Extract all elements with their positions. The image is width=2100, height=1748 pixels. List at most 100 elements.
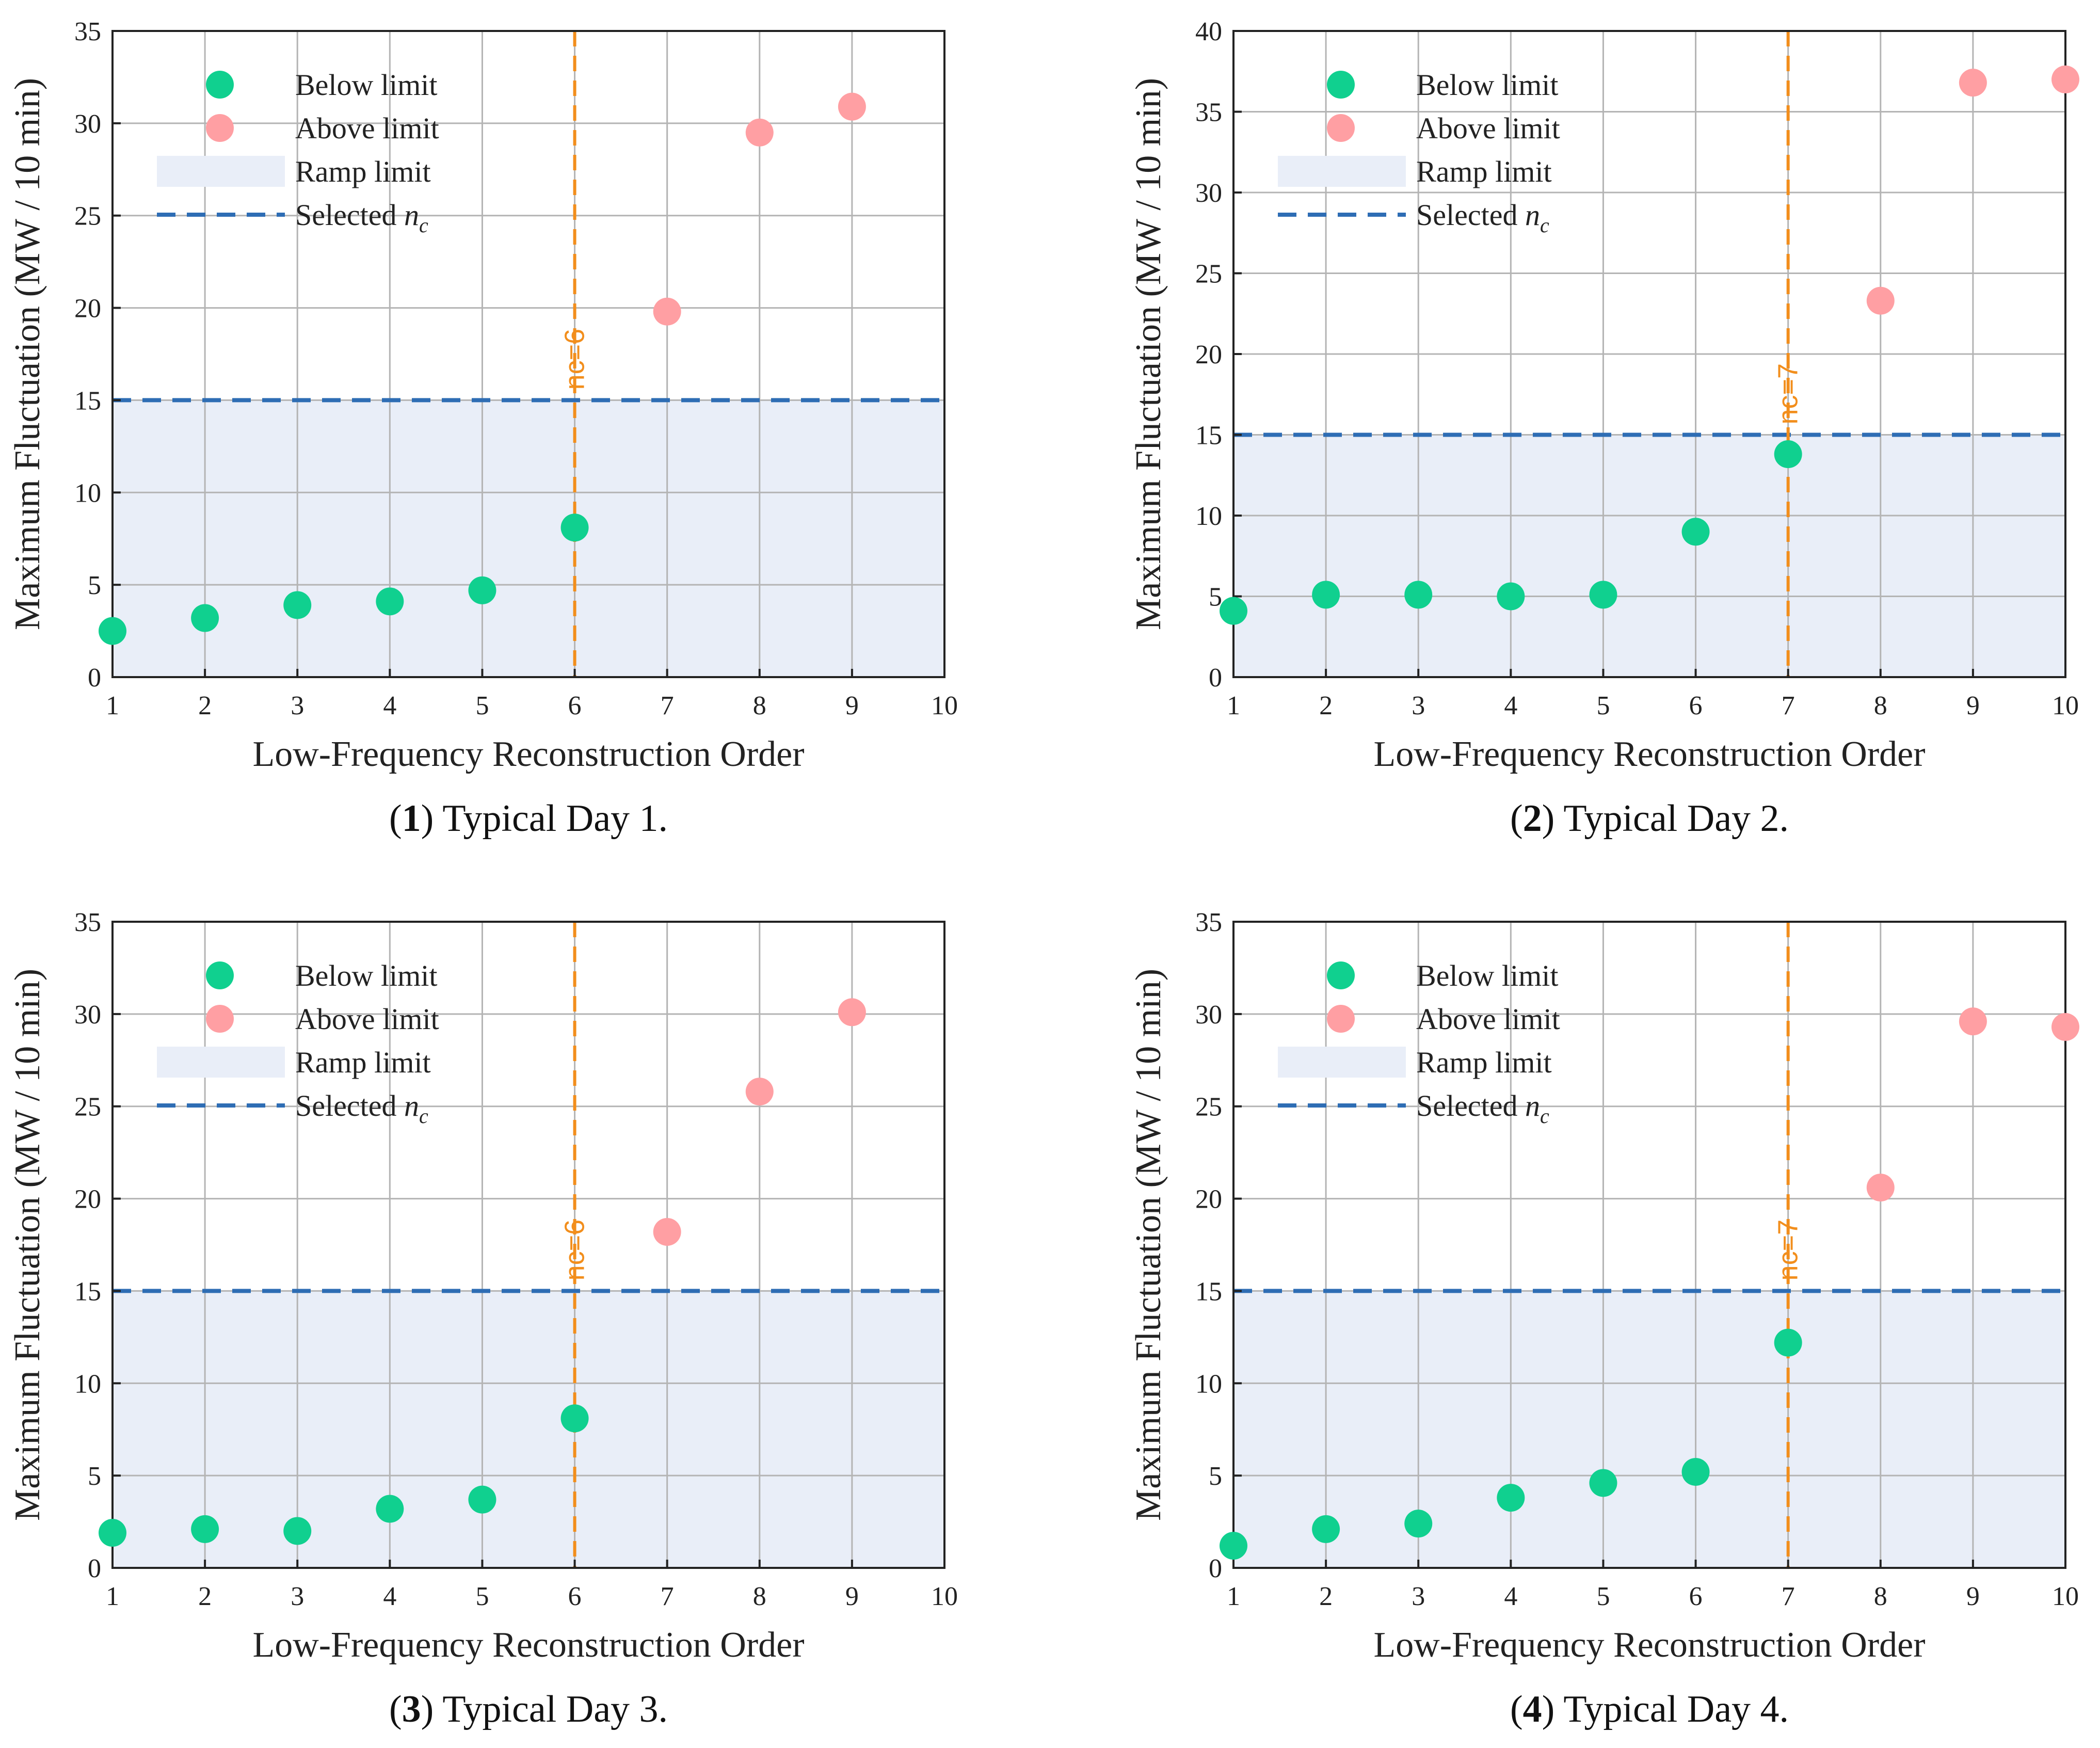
x-tick-label: 6 bbox=[1689, 1582, 1703, 1611]
point-below-limit bbox=[1497, 1484, 1525, 1512]
panel-caption: (2) Typical Day 2. bbox=[1510, 797, 1789, 840]
x-tick-label: 3 bbox=[1412, 691, 1425, 720]
x-axis-label: Low-Frequency Reconstruction Order bbox=[252, 734, 804, 774]
y-tick-label: 15 bbox=[74, 386, 101, 415]
x-tick-label: 8 bbox=[753, 691, 766, 720]
x-axis-label: Low-Frequency Reconstruction Order bbox=[1373, 1625, 1925, 1665]
y-tick-label: 5 bbox=[88, 1462, 101, 1491]
legend-above-label: Above limit bbox=[295, 1002, 439, 1036]
y-tick-label: 30 bbox=[1195, 1000, 1222, 1030]
caption-close-paren: ) bbox=[421, 1688, 434, 1730]
legend-below-marker bbox=[1327, 71, 1355, 99]
point-above-limit bbox=[2051, 1013, 2079, 1041]
ramp-limit-region bbox=[113, 400, 944, 677]
panel-caption: (4) Typical Day 4. bbox=[1510, 1688, 1789, 1730]
selected-nc-label: nc=6 bbox=[559, 1220, 590, 1281]
legend-below-label: Below limit bbox=[295, 68, 438, 102]
ramp-limit-region bbox=[113, 1291, 944, 1568]
y-axis-label: Maximum Fluctuation (MW / 10 min) bbox=[8, 78, 47, 630]
legend-selected-subscript: c bbox=[419, 214, 428, 237]
x-tick-label: 2 bbox=[198, 691, 212, 720]
caption-open-paren: ( bbox=[389, 1688, 402, 1730]
x-tick-label: 5 bbox=[475, 691, 489, 720]
y-tick-label: 0 bbox=[1209, 663, 1222, 693]
legend-selected-symbol: n bbox=[404, 1089, 419, 1122]
x-tick-label: 9 bbox=[845, 1582, 859, 1611]
ramp-limit-region bbox=[1233, 435, 2065, 677]
ramp-limit-region bbox=[1233, 1291, 2065, 1568]
point-above-limit bbox=[838, 92, 866, 121]
x-tick-label: 8 bbox=[1874, 1582, 1887, 1611]
legend-ramp-swatch bbox=[157, 1047, 285, 1078]
x-tick-label: 4 bbox=[383, 691, 396, 720]
chart-panel-4: nc=7 1 2 3 4 5 6 7 8 9 10 0 5 10 15 20 25 30 35 Low-Frequen… bbox=[1129, 908, 2079, 1730]
caption-number: 1 bbox=[402, 797, 421, 840]
y-tick-label: 30 bbox=[74, 1000, 101, 1030]
legend-selected-subscript: c bbox=[1540, 1104, 1549, 1128]
y-tick-label: 15 bbox=[74, 1277, 101, 1306]
plot-frame bbox=[1232, 921, 2066, 1569]
point-below-limit bbox=[1312, 581, 1340, 609]
legend-selected-label: Selected nc bbox=[1416, 198, 1549, 237]
y-tick-label: 20 bbox=[1195, 1185, 1222, 1214]
caption-open-paren: ( bbox=[389, 797, 402, 840]
plot-frame bbox=[111, 921, 945, 1569]
y-tick-label: 35 bbox=[1195, 98, 1222, 127]
point-above-limit bbox=[1959, 1007, 1987, 1036]
legend-above-marker bbox=[206, 114, 234, 142]
y-tick-label: 10 bbox=[74, 1369, 101, 1399]
point-above-limit bbox=[1866, 286, 1895, 315]
x-tick-label: 2 bbox=[198, 1582, 212, 1611]
point-below-limit bbox=[1404, 581, 1433, 609]
y-tick-label: 25 bbox=[1195, 260, 1222, 289]
y-tick-label: 0 bbox=[1209, 1554, 1222, 1583]
point-below-limit bbox=[283, 1517, 312, 1545]
y-axis-label: Maximum Fluctuation (MW / 10 min) bbox=[8, 969, 47, 1521]
legend-ramp-label: Ramp limit bbox=[295, 1046, 431, 1079]
legend-below-marker bbox=[206, 961, 234, 989]
chart-panel-2: nc=7 1 2 3 4 5 6 7 8 9 10 0 5 10 15 20 25 30 35 40 Low-Frequ… bbox=[1129, 17, 2079, 840]
selected-nc-label: nc=7 bbox=[1773, 363, 1804, 425]
x-tick-label: 10 bbox=[2052, 1582, 2079, 1611]
point-below-limit bbox=[191, 604, 219, 632]
x-tick-label: 4 bbox=[1504, 1582, 1517, 1611]
x-tick-label: 1 bbox=[106, 691, 119, 720]
y-tick-label: 20 bbox=[1195, 340, 1222, 370]
y-tick-label: 20 bbox=[74, 294, 101, 324]
point-above-limit bbox=[745, 1078, 774, 1106]
point-above-limit bbox=[2051, 65, 2079, 93]
y-tick-label: 20 bbox=[74, 1185, 101, 1214]
x-tick-label: 10 bbox=[931, 1582, 958, 1611]
legend-selected-label: Selected nc bbox=[1416, 1089, 1549, 1128]
legend-selected-subscript: c bbox=[1540, 214, 1549, 237]
legend-selected-subscript: c bbox=[419, 1104, 428, 1128]
legend-ramp-label: Ramp limit bbox=[1416, 1046, 1552, 1079]
y-tick-label: 25 bbox=[1195, 1093, 1222, 1122]
point-above-limit bbox=[838, 998, 866, 1027]
caption-text: Typical Day 1. bbox=[434, 797, 668, 840]
point-below-limit bbox=[1220, 1532, 1247, 1560]
x-tick-label: 7 bbox=[1782, 691, 1795, 720]
legend-above-label: Above limit bbox=[1416, 111, 1560, 145]
caption-close-paren: ) bbox=[421, 797, 434, 840]
x-tick-label: 1 bbox=[106, 1582, 119, 1611]
x-axis-label: Low-Frequency Reconstruction Order bbox=[1373, 734, 1925, 774]
chart-panel-1: nc=6 1 2 3 4 5 6 7 8 9 10 0 5 10 15 20 25 30 35 Low-Frequen… bbox=[8, 17, 958, 840]
x-tick-label: 5 bbox=[1596, 691, 1610, 720]
point-below-limit bbox=[99, 617, 126, 645]
x-tick-label: 3 bbox=[291, 691, 304, 720]
x-tick-label: 7 bbox=[661, 1582, 674, 1611]
caption-close-paren: ) bbox=[1542, 1688, 1555, 1730]
x-tick-label: 3 bbox=[1412, 1582, 1425, 1611]
y-tick-label: 15 bbox=[1195, 1277, 1222, 1306]
point-below-limit bbox=[1404, 1510, 1433, 1538]
y-tick-label: 0 bbox=[88, 1554, 101, 1583]
legend-above-label: Above limit bbox=[1416, 1002, 1560, 1036]
legend: Below limit Above limit Ramp limit Selected… bbox=[157, 68, 439, 237]
y-tick-label: 5 bbox=[88, 571, 101, 600]
x-tick-label: 8 bbox=[753, 1582, 766, 1611]
legend-ramp-swatch bbox=[1278, 156, 1406, 187]
point-below-limit bbox=[1681, 518, 1710, 546]
y-tick-label: 35 bbox=[1195, 908, 1222, 937]
point-below-limit bbox=[1774, 440, 1802, 469]
